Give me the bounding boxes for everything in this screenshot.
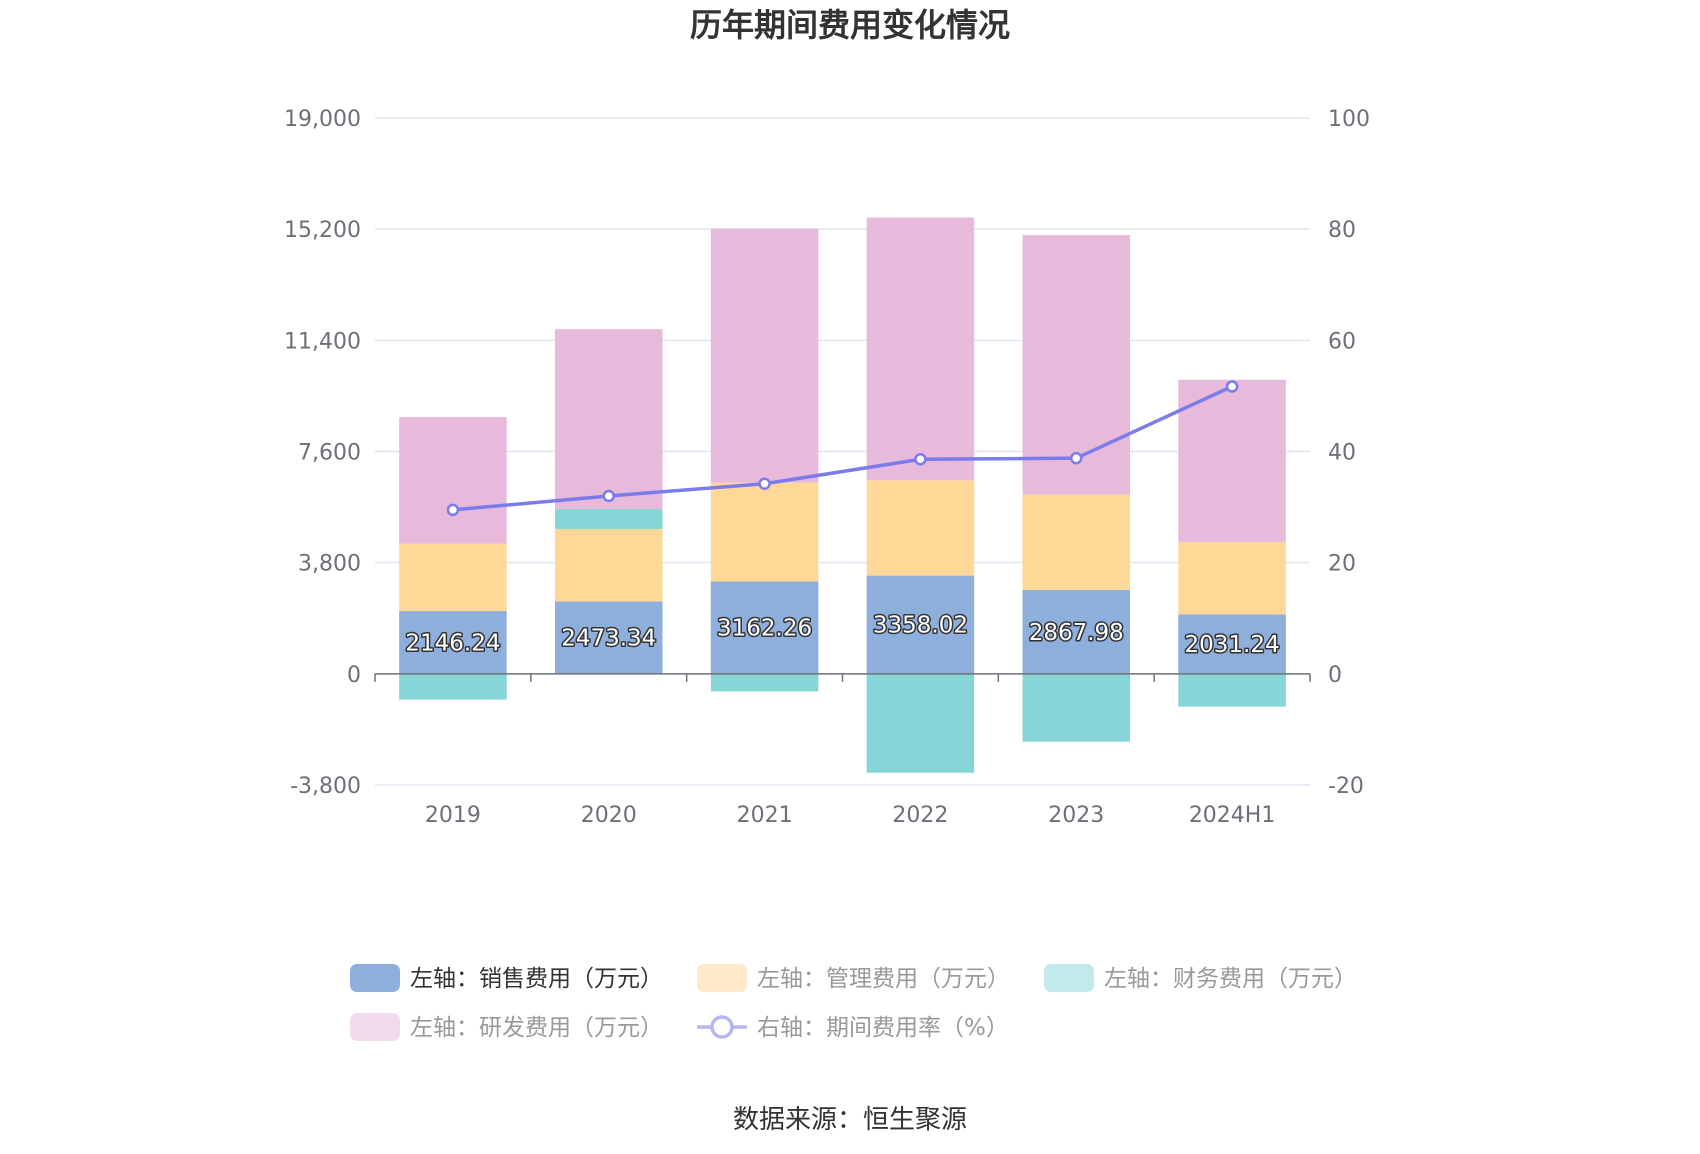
x-axis-ticks: 2019 2020 2021 2022 2023 2024H1: [425, 803, 1275, 828]
x-tick-label: 2023: [1048, 803, 1104, 828]
legend-swatch: [350, 1013, 400, 1041]
legend-label: 左轴：管理费用（万元）: [757, 966, 1010, 992]
bar-segment: [710, 673, 819, 692]
x-axis: [374, 673, 1311, 682]
x-tick-label: 2022: [892, 803, 948, 828]
bar-segment: [554, 329, 663, 510]
left-tick-label: -3,800: [290, 774, 361, 799]
bar-segment: [399, 543, 507, 612]
legend-swatch: [697, 964, 747, 992]
right-tick-label: 0: [1328, 663, 1342, 688]
legend-swatch: [350, 964, 400, 992]
bar-segment: [554, 509, 663, 529]
bar-segment: [1022, 235, 1131, 495]
legend: 左轴：销售费用（万元） 左轴：管理费用（万元） 左轴：财务费用（万元） 左轴：研发费用…: [350, 964, 1357, 1041]
left-tick-label: 15,200: [284, 218, 361, 243]
rate-point: [1225, 380, 1239, 393]
right-tick-label: 20: [1328, 552, 1356, 577]
bar-value-label: 2146.24: [405, 630, 500, 656]
rate-point: [1070, 451, 1083, 465]
source-note: 数据来源：恒生聚源: [733, 1105, 967, 1135]
bar-segment: [1178, 379, 1286, 542]
left-tick-label: 0: [347, 663, 361, 688]
bar-segment: [1022, 589, 1131, 674]
rate-point: [758, 477, 771, 490]
chart-title: 历年期间费用变化情况: [690, 6, 1010, 44]
legend-label: 左轴：销售费用（万元）: [410, 966, 663, 992]
bar-segment: [1178, 541, 1286, 615]
legend-swatch: [1044, 964, 1094, 992]
bar-value-label: 3358.02: [873, 613, 968, 639]
bar-segment: [710, 228, 819, 483]
rate-point: [602, 489, 615, 503]
line-series: [446, 380, 1239, 517]
left-tick-label: 19,000: [284, 107, 361, 132]
bar-data-labels: 2146.24 2473.34 3162.26 3358.02 2867.98 2031.…: [404, 611, 1281, 659]
left-tick-label: 11,400: [284, 329, 361, 354]
bar-segment: [866, 217, 975, 481]
legend-item[interactable]: 左轴：财务费用（万元）: [1044, 964, 1357, 992]
right-tick-label: 100: [1328, 107, 1370, 132]
x-tick-label: 2020: [581, 803, 637, 828]
x-tick-label: 2024H1: [1189, 803, 1276, 828]
x-tick-label: 2021: [737, 803, 793, 828]
bar-segment: [1022, 494, 1131, 590]
bar-segment: [866, 575, 975, 674]
bar-segment: [1178, 614, 1286, 674]
legend-item[interactable]: 右轴：期间费用率（%）: [697, 1015, 1009, 1041]
legend-label: 左轴：财务费用（万元）: [1104, 966, 1357, 992]
right-tick-label: -20: [1328, 774, 1364, 799]
bar-segment: [866, 480, 975, 576]
legend-label: 右轴：期间费用率（%）: [757, 1015, 1009, 1041]
rate-line: [452, 384, 1233, 512]
bar-segment: [399, 611, 507, 674]
legend-item[interactable]: 左轴：管理费用（万元）: [697, 964, 1010, 992]
bar-value-label: 2473.34: [561, 626, 656, 652]
bar-segment: [710, 482, 819, 582]
x-tick-label: 2019: [425, 803, 481, 828]
rate-point: [914, 453, 927, 466]
right-tick-label: 60: [1328, 329, 1356, 354]
bar-value-label: 3162.26: [717, 616, 812, 642]
grid-lines: [375, 117, 1310, 786]
rate-point: [446, 503, 460, 517]
bar-segment: [1178, 673, 1286, 707]
right-axis-ticks: -20 0 20 40 60 80 100: [1328, 107, 1370, 799]
right-tick-label: 80: [1328, 218, 1356, 243]
legend-item[interactable]: 左轴：研发费用（万元）: [350, 1013, 663, 1041]
bar-segment: [399, 673, 507, 700]
left-axis-ticks: -3,800 0 3,800 7,600 11,400 15,200 19,000: [284, 107, 361, 799]
bar-series: [399, 217, 1286, 773]
bar-segment: [554, 601, 663, 674]
bar-segment: [710, 581, 819, 674]
legend-circle-swatch: [710, 1015, 734, 1039]
bar-segment: [1022, 673, 1131, 742]
legend-item[interactable]: 左轴：销售费用（万元）: [350, 964, 663, 992]
bar-value-label: 2867.98: [1029, 620, 1124, 646]
legend-label: 左轴：研发费用（万元）: [410, 1015, 663, 1041]
right-tick-label: 40: [1328, 441, 1356, 466]
bar-segment: [866, 673, 975, 773]
bar-segment: [554, 528, 663, 602]
bar-value-label: 2031.24: [1185, 632, 1280, 658]
left-tick-label: 3,800: [298, 552, 361, 577]
bar-segment: [399, 417, 507, 544]
left-tick-label: 7,600: [298, 441, 361, 466]
